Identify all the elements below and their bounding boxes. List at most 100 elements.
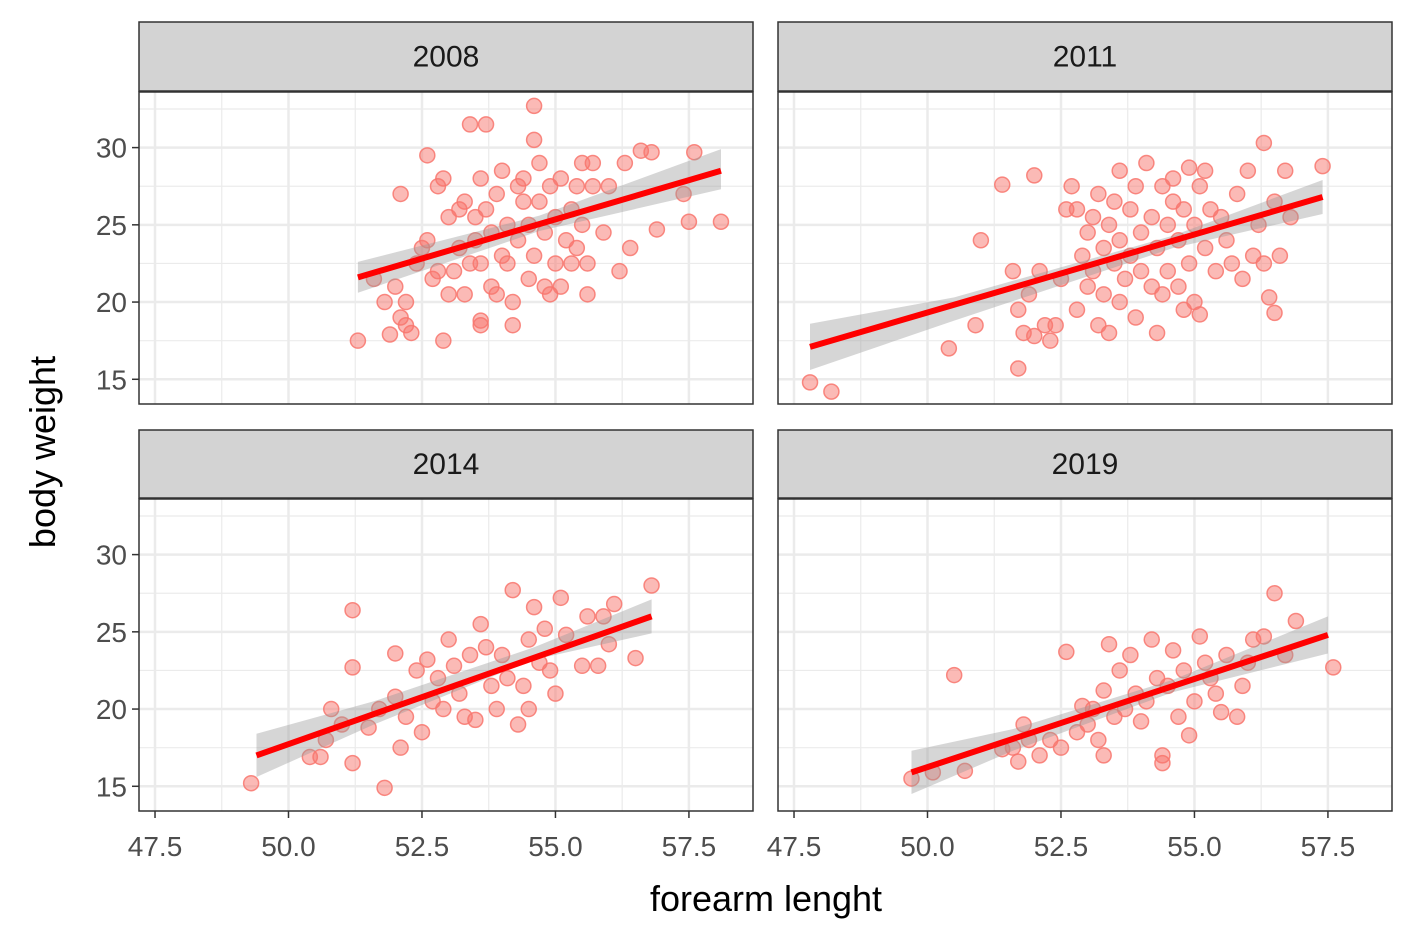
scatter-point <box>1325 659 1342 676</box>
scatter-point <box>1026 327 1043 345</box>
scatter-point <box>392 185 409 203</box>
x-tick-label: 47.5 <box>767 831 822 862</box>
scatter-point <box>1095 682 1112 699</box>
scatter-point <box>242 774 260 792</box>
scatter-point <box>525 131 543 149</box>
scatter-point <box>1271 247 1289 264</box>
scatter-point <box>940 340 958 357</box>
scatter-point <box>1132 224 1150 241</box>
scatter-point <box>472 615 489 633</box>
scatter-point <box>349 332 367 349</box>
scatter-point <box>627 649 644 667</box>
scatter-point <box>1196 239 1214 257</box>
facet-strip <box>777 21 1393 92</box>
scatter-point <box>419 232 436 249</box>
scatter-point <box>1090 185 1107 203</box>
scatter-point <box>1020 286 1038 303</box>
scatter-point <box>1026 167 1043 184</box>
facet-panel-2019: 2019 <box>777 429 1393 812</box>
panel-background <box>139 499 753 811</box>
y-tick-label: 30 <box>96 540 127 571</box>
scatter-point <box>972 232 990 249</box>
scatter-point <box>488 286 505 303</box>
scatter-point <box>967 316 984 334</box>
scatter-point <box>1079 224 1096 241</box>
scatter-point <box>360 719 377 736</box>
scatter-point <box>520 631 538 648</box>
scatter-point <box>1276 162 1294 180</box>
scatter-point <box>1132 713 1150 730</box>
scatter-point <box>1314 157 1331 175</box>
x-tick-label: 50.0 <box>900 831 955 862</box>
scatter-point <box>413 723 431 741</box>
x-tick-label: 52.5 <box>395 831 450 862</box>
scatter-point <box>387 278 404 295</box>
scatter-point <box>1207 685 1225 702</box>
scatter-point <box>621 239 639 257</box>
x-tick-label: 50.0 <box>261 831 316 862</box>
scatter-point <box>1180 727 1198 744</box>
scatter-point <box>589 657 607 675</box>
scatter-point <box>1196 654 1214 671</box>
scatter-point <box>1052 739 1070 756</box>
scatter-point <box>1004 262 1022 280</box>
scatter-point <box>1100 635 1118 653</box>
scatter-point <box>1191 306 1209 323</box>
scatter-point <box>515 677 532 695</box>
scatter-point <box>1122 646 1139 664</box>
scatter-point <box>1266 584 1283 602</box>
scatter-point <box>387 645 404 662</box>
scatter-point <box>1138 154 1155 172</box>
scatter-point <box>1010 301 1027 319</box>
scatter-point <box>547 685 564 702</box>
scatter-point <box>675 185 692 203</box>
scatter-point <box>1095 239 1112 257</box>
scatter-point <box>520 270 538 288</box>
scatter-point <box>1143 631 1160 648</box>
scatter-point <box>801 374 819 391</box>
facet-strip-label: 2008 <box>413 41 480 74</box>
y-tick-label: 25 <box>96 210 127 241</box>
scatter-point <box>1148 324 1166 342</box>
x-tick-label: 55.0 <box>1167 831 1222 862</box>
scatter-point <box>552 278 570 295</box>
scatter-point <box>1154 286 1171 303</box>
scatter-point <box>686 143 703 161</box>
scatter-point <box>1255 134 1273 152</box>
scatter-point <box>1047 316 1064 334</box>
scatter-point <box>595 224 612 241</box>
scatter-point <box>1180 255 1198 272</box>
scatter-point <box>1090 731 1107 749</box>
scatter-point <box>1255 628 1273 645</box>
y-tick-label: 20 <box>96 287 127 318</box>
scatter-point <box>435 700 452 718</box>
facet-panel-2008: 2008 <box>138 21 754 405</box>
scatter-point <box>595 608 612 625</box>
scatter-point <box>344 659 361 676</box>
scatter-point <box>429 262 447 280</box>
scatter-point <box>1074 247 1091 264</box>
scatter-point <box>573 657 591 675</box>
scatter-point <box>945 666 963 684</box>
x-tick-label: 47.5 <box>128 831 183 862</box>
scatter-point <box>1228 185 1246 203</box>
scatter-point <box>552 170 570 187</box>
scatter-point <box>1287 612 1305 630</box>
scatter-point <box>1207 262 1225 280</box>
scatter-point <box>504 316 521 334</box>
scatter-point <box>579 608 596 625</box>
scatter-point <box>520 700 538 718</box>
scatter-point <box>1191 628 1209 645</box>
scatter-point <box>712 213 730 230</box>
scatter-point <box>1191 177 1209 195</box>
regression-line <box>255 613 653 759</box>
scatter-point <box>1175 662 1193 679</box>
scatter-point <box>1234 270 1251 288</box>
scatter-point <box>488 185 505 203</box>
scatter-point <box>467 711 484 729</box>
scatter-point <box>1164 170 1182 187</box>
scatter-point <box>392 739 409 756</box>
scatter-point <box>429 669 447 687</box>
scatter-point <box>1084 208 1102 226</box>
scatter-point <box>1223 255 1241 272</box>
